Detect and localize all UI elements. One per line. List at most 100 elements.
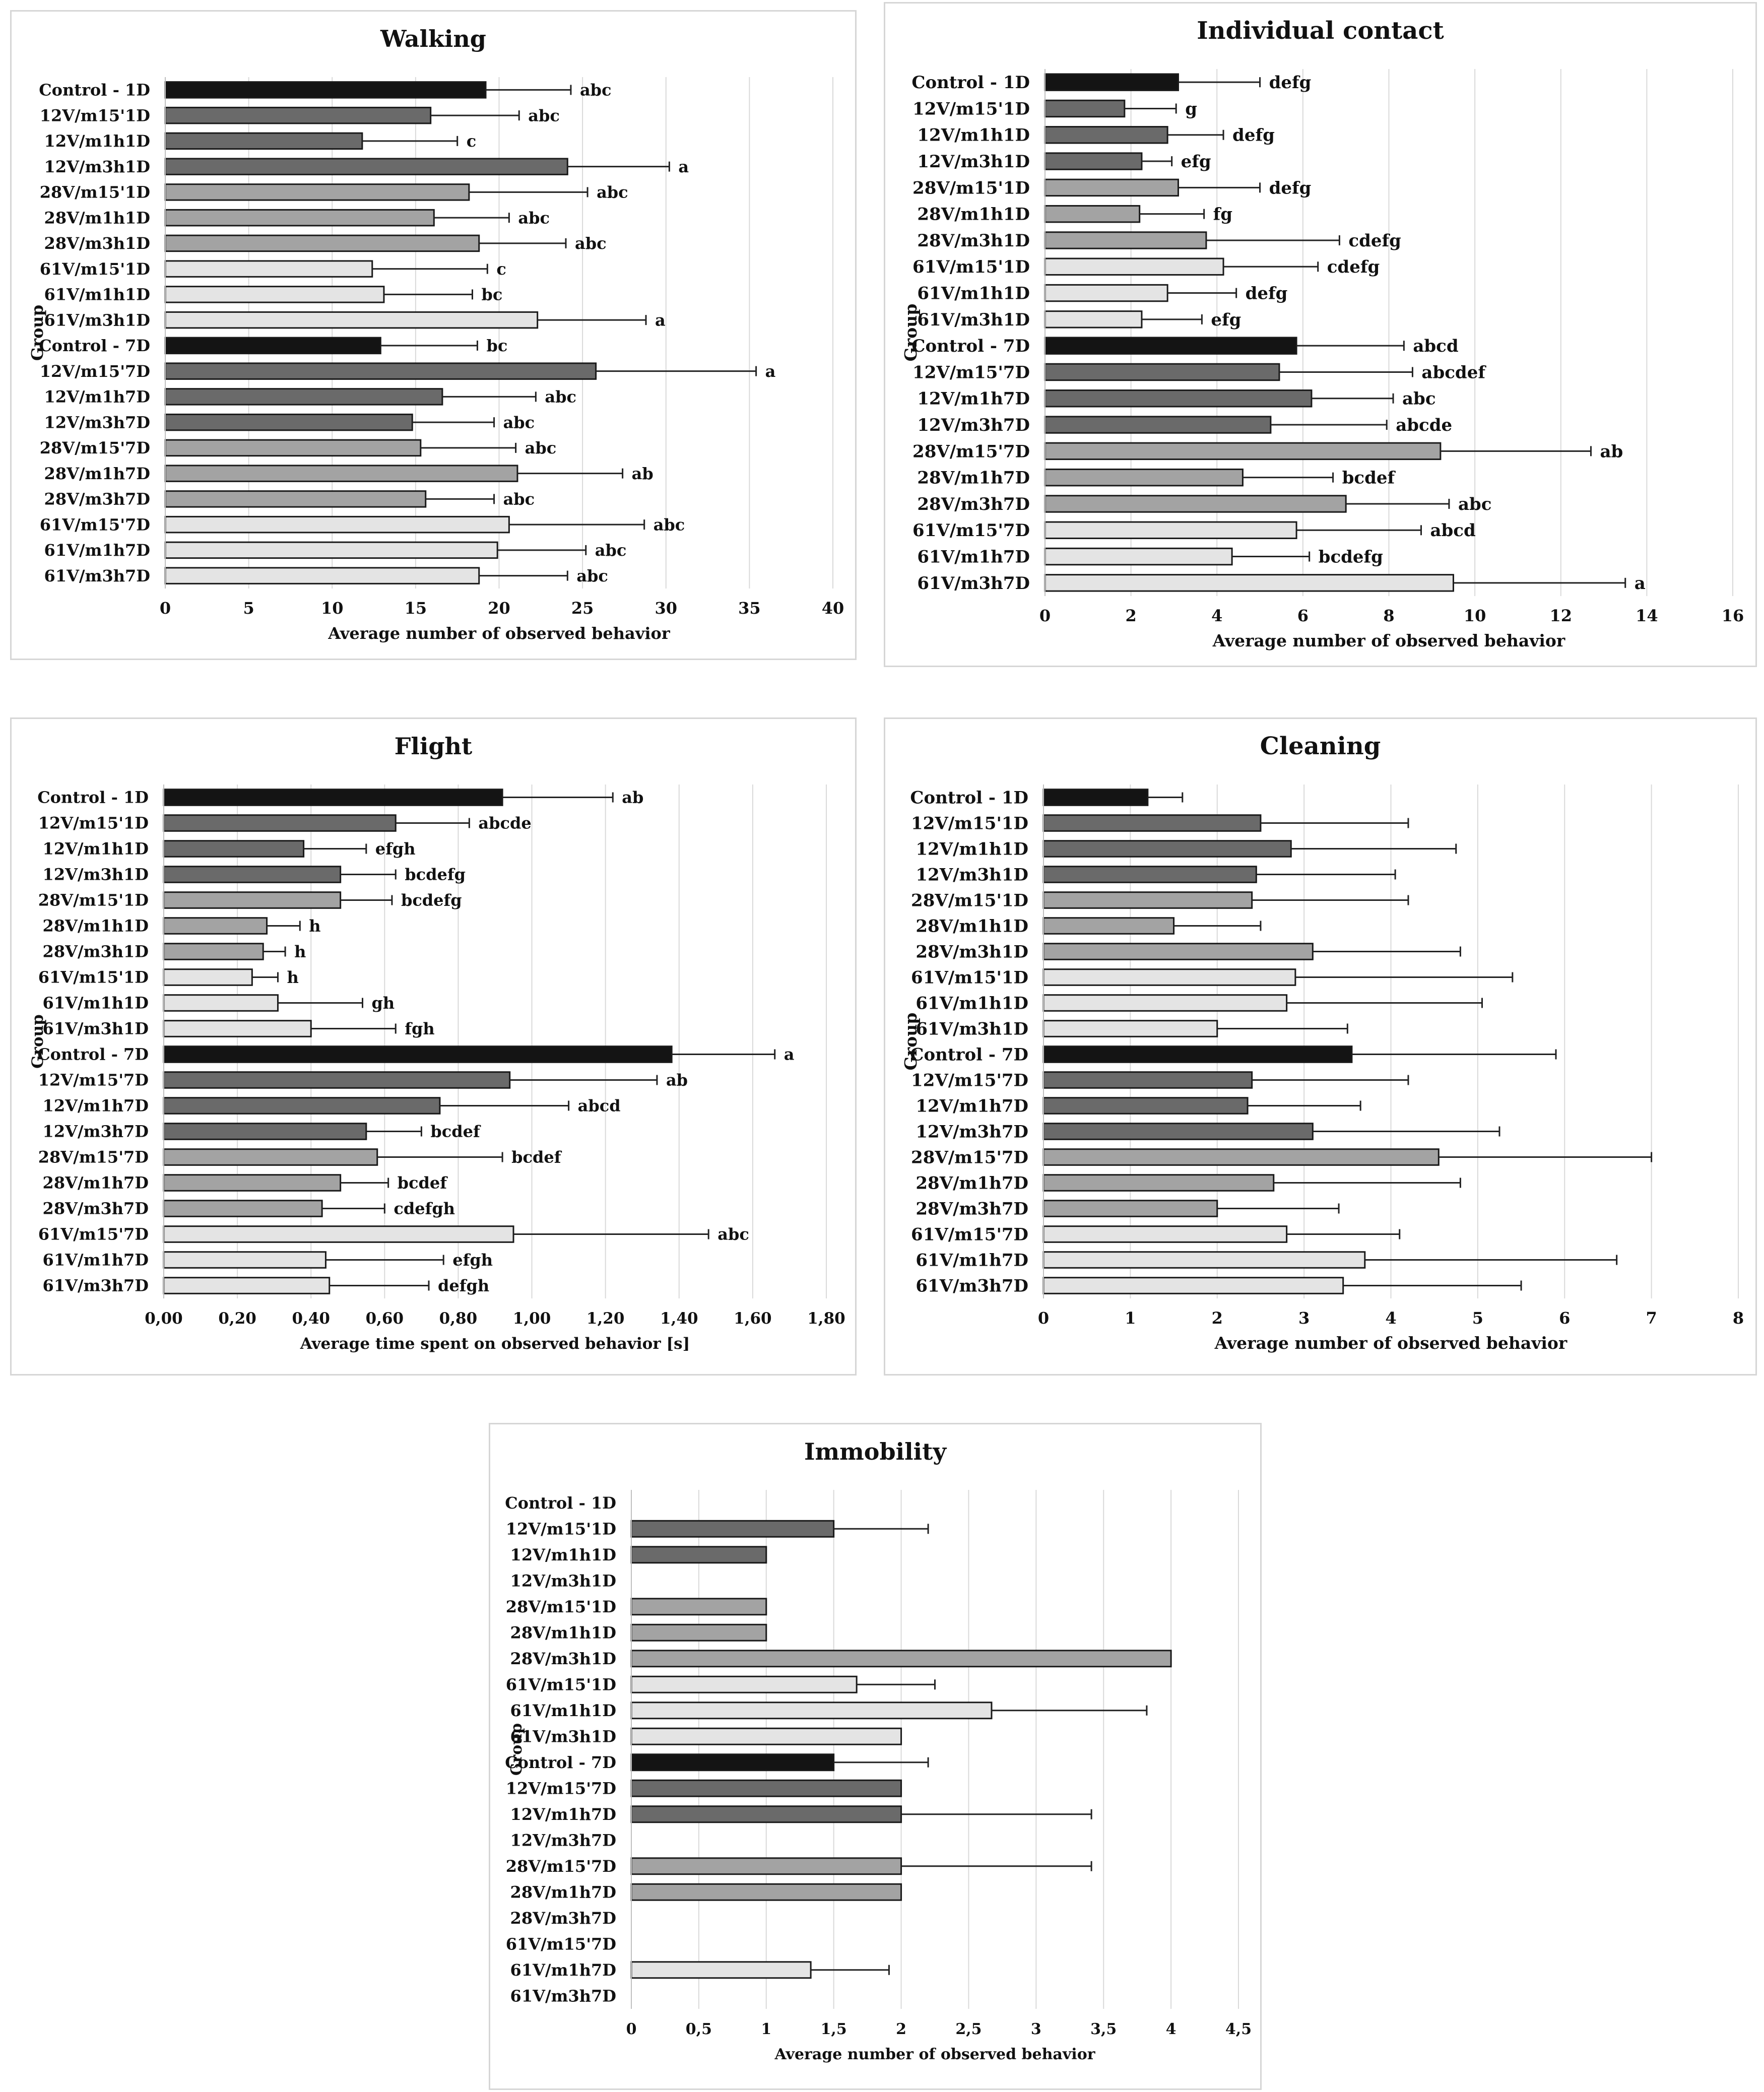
significance-letter: bcdef [398, 1173, 448, 1193]
group-label: Control - 1D [39, 81, 150, 100]
significance-letter: bc [482, 285, 503, 304]
bar [630, 1650, 1172, 1668]
x-tick-label: 0,5 [686, 2020, 712, 2038]
bar [163, 891, 342, 909]
bar [164, 465, 518, 482]
bar [164, 132, 363, 150]
significance-letter: bcdef [430, 1122, 481, 1141]
group-label: 61V/m1h1D [917, 283, 1030, 303]
group-label: 12V/m3h7D [916, 1122, 1028, 1142]
y-axis-title: Group [28, 305, 47, 361]
bar [1042, 1277, 1344, 1294]
group-label: 28V/m15'7D [912, 441, 1030, 462]
cleaning-chart: Cleaning 0 1 2 3 4 5 6 7 8 Average number of obser… [901, 732, 1744, 1353]
group-label: 61V/m3h1D [44, 310, 150, 330]
group-label: 28V/m3h7D [510, 1909, 616, 1928]
significance-letter: efgh [375, 839, 416, 859]
x-tick-label: 4 [1166, 2020, 1177, 2038]
bar [1042, 1148, 1440, 1166]
bar [163, 943, 264, 960]
group-label: 61V/m1h7D [510, 1960, 616, 1980]
bar [1044, 178, 1179, 197]
y-axis-title: Group [29, 1014, 47, 1069]
bar [163, 1200, 323, 1217]
group-label: 61V/m15'7D [38, 1225, 149, 1244]
group-label: Control - 1D [37, 788, 149, 807]
group-label: 61V/m3h7D [917, 573, 1030, 594]
bar [164, 183, 470, 201]
significance-letter: h [294, 942, 306, 961]
bar [163, 1277, 331, 1294]
individual-contact-chart-panel: Individual contact 0 2 4 6 8 10 12 14 16 Average n… [884, 2, 1757, 667]
group-label: 12V/m3h7D [43, 1122, 149, 1141]
bar [164, 158, 568, 175]
group-label: 28V/m15'1D [38, 891, 149, 910]
group-label: 61V/m1h7D [43, 1251, 149, 1270]
group-label: 61V/m3h7D [510, 1986, 616, 2005]
significance-letter: cdefg [1348, 231, 1401, 251]
bar [1044, 284, 1168, 302]
x-axis-title: Average number of observed behavior [328, 624, 671, 643]
bar [1044, 231, 1207, 249]
bar [163, 968, 253, 986]
x-tick-label: 16 [1722, 606, 1744, 625]
x-tick-label: 2,5 [955, 2020, 982, 2038]
x-tick-label: 1,5 [821, 2020, 847, 2038]
x-tick-label: 0 [626, 2020, 637, 2038]
group-label: 28V/m15'7D [40, 438, 150, 457]
x-tick-label: 4,5 [1225, 2020, 1252, 2038]
x-tick-label: 15 [405, 599, 427, 618]
group-label: 12V/m3h7D [44, 413, 150, 432]
group-label: Control - 1D [911, 73, 1030, 93]
significance-letter: abc [595, 541, 627, 560]
bar [1044, 416, 1272, 434]
group-label: 12V/m1h7D [43, 1096, 149, 1116]
bar [1044, 495, 1347, 513]
walking-chart: Walking 0 5 10 15 20 25 30 35 40 Average number of… [28, 25, 844, 643]
x-tick-label: 0,00 [145, 1310, 183, 1328]
significance-letter: gh [372, 994, 395, 1013]
group-label: 61V/m1h7D [916, 1250, 1028, 1270]
bar [1042, 968, 1296, 986]
x-tick-label: 4 [1211, 606, 1222, 625]
significance-letter: bcdefg [401, 891, 462, 910]
significance-letter: ab [1600, 441, 1623, 462]
bar [164, 81, 487, 99]
bar [1044, 310, 1143, 329]
group-label: 12V/m1h1D [916, 839, 1028, 859]
significance-letter: abc [576, 566, 608, 585]
x-tick-label: 1,40 [660, 1310, 698, 1328]
immobility-chart: Immobility 0 0,5 1 1,5 2 2,5 3 3,5 4 4,5 Average nu… [505, 1438, 1252, 2063]
group-label: Control - 7D [911, 336, 1030, 356]
bar [1042, 840, 1292, 858]
significance-letter: ab [622, 788, 643, 807]
bar [164, 515, 510, 534]
bar [1044, 337, 1297, 355]
group-label: 61V/m15'7D [40, 515, 150, 534]
bar [164, 541, 498, 559]
group-label: Control - 7D [910, 1044, 1028, 1065]
significance-letter: bcdef [511, 1148, 562, 1167]
group-label: 12V/m1h1D [44, 132, 150, 151]
x-tick-label: 20 [488, 599, 510, 618]
significance-letter: cdefgh [394, 1199, 455, 1218]
bar [1044, 152, 1143, 170]
group-label: 12V/m1h7D [44, 387, 150, 407]
bar [164, 260, 373, 278]
group-label: 12V/m15'7D [912, 362, 1030, 382]
significance-letter: abc [545, 387, 576, 407]
bar [630, 1546, 767, 1564]
group-label: 12V/m1h7D [510, 1805, 616, 1824]
bar [1044, 99, 1126, 118]
x-tick-label: 10 [321, 599, 344, 618]
significance-letter: a [1635, 573, 1646, 594]
group-label: Control - 7D [37, 1045, 149, 1064]
group-label: 28V/m1h1D [44, 208, 150, 227]
bar [1042, 866, 1257, 883]
significance-letter: bcdef [1342, 468, 1396, 488]
bar [1042, 1200, 1218, 1217]
significance-letter: abc [654, 515, 685, 534]
group-label: 12V/m15'7D [506, 1779, 616, 1798]
bar [1042, 789, 1149, 806]
x-tick-label: 5 [243, 599, 254, 618]
